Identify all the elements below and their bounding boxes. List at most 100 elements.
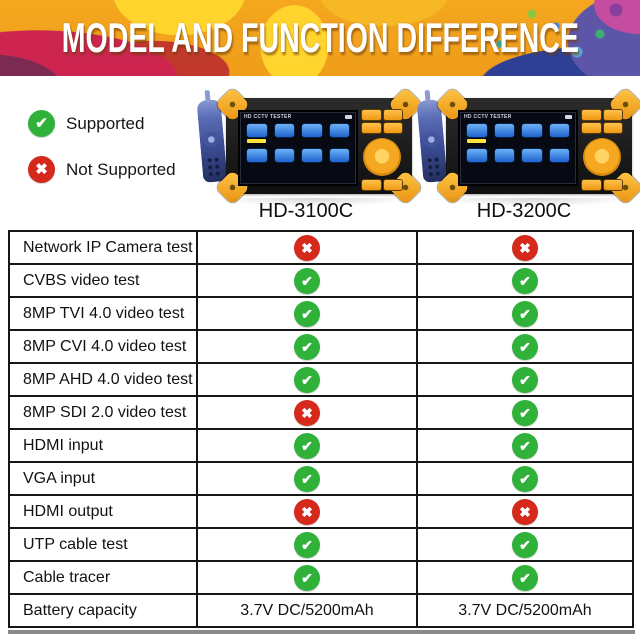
table-row: 8MP AHD 4.0 video test ✔ ✔: [8, 362, 634, 397]
status-cell: ✔: [416, 395, 634, 430]
cross-icon: ✖: [294, 498, 320, 525]
status-cell: ✔: [196, 560, 418, 595]
status-cell: ✔: [416, 263, 634, 298]
app-icon-grid: [247, 124, 349, 162]
status-cell: ✔: [196, 329, 418, 364]
table-row: Network IP Camera test ✖ ✖: [8, 230, 634, 265]
check-icon: ✔: [512, 531, 538, 558]
product-name-hd-3200c: HD-3200C: [476, 200, 572, 222]
feature-label: HDMI output: [8, 494, 198, 529]
page-title: MODEL AND FUNCTION DIFFERENCE: [61, 14, 579, 61]
key: [582, 110, 601, 120]
key: [603, 110, 622, 120]
app-icon: [247, 124, 267, 137]
status-cell: ✔: [416, 560, 634, 595]
battery-capacity-value: 3.7V DC/5200mAh: [416, 593, 634, 628]
cross-icon: ✖: [28, 156, 55, 183]
cross-icon: ✖: [512, 498, 538, 525]
app-icon: [549, 124, 569, 137]
app-icon: [274, 149, 294, 162]
table-row: CVBS video test ✔ ✔: [8, 263, 634, 298]
key: [362, 180, 381, 190]
battery-icon: [565, 115, 572, 119]
feature-label: VGA input: [8, 461, 198, 496]
key: [362, 110, 381, 120]
key: [603, 123, 622, 133]
check-icon: ✔: [512, 333, 538, 360]
app-icon: [522, 149, 542, 162]
check-icon: ✔: [512, 300, 538, 327]
status-cell: ✔: [416, 428, 634, 463]
tester-body: HD CCTV TESTER: [434, 86, 640, 206]
feature-label: 8MP SDI 2.0 video test: [8, 395, 198, 430]
app-icon: [274, 124, 294, 137]
app-icon: [494, 124, 514, 137]
app-icon: [494, 149, 514, 162]
feature-label: 8MP CVI 4.0 video test: [8, 329, 198, 364]
status-cell: ✖: [416, 494, 634, 529]
check-icon: ✔: [294, 366, 320, 393]
product-image-hd-3100c: HD CCTV TESTER: [196, 86, 424, 207]
status-cell: ✖: [196, 494, 418, 529]
check-icon: ✔: [28, 110, 55, 137]
table-row: HDMI output ✖ ✖: [8, 494, 634, 529]
feature-label: Cable tracer: [8, 560, 198, 595]
key: [603, 180, 622, 190]
app-icon: [522, 124, 542, 137]
screen-title: HD CCTV TESTER: [244, 114, 292, 120]
legend-not-supported: ✖ Not Supported: [28, 156, 176, 183]
status-cell: ✔: [416, 461, 634, 496]
app-icon: [247, 149, 267, 162]
control-dial: [583, 138, 621, 176]
table-row: HDMI input ✔ ✔: [8, 428, 634, 463]
tester-body: HD CCTV TESTER: [214, 86, 424, 206]
app-icon-grid: [467, 124, 569, 162]
feature-label: CVBS video test: [8, 263, 198, 298]
legend-not-supported-label: Not Supported: [66, 159, 176, 179]
control-dial: [363, 138, 401, 176]
check-icon: ✔: [512, 432, 538, 459]
table-row: 8MP SDI 2.0 video test ✖ ✔: [8, 395, 634, 430]
app-icon: [549, 149, 569, 162]
check-icon: ✔: [294, 300, 320, 327]
status-cell: ✔: [196, 428, 418, 463]
table-row: UTP cable test ✔ ✔: [8, 527, 634, 562]
check-icon: ✔: [294, 267, 320, 294]
key: [383, 110, 402, 120]
check-icon: ✔: [512, 366, 538, 393]
app-icon: [467, 149, 487, 162]
key: [582, 123, 601, 133]
product-name-hd-3100c: HD-3100C: [258, 200, 354, 222]
screen-title: HD CCTV TESTER: [464, 114, 512, 120]
status-cell: ✔: [416, 527, 634, 562]
check-icon: ✔: [512, 564, 538, 591]
check-icon: ✔: [294, 465, 320, 492]
app-icon: [329, 124, 349, 137]
battery-capacity-value: 3.7V DC/5200mAh: [196, 593, 418, 628]
legend-supported: ✔ Supported: [28, 110, 144, 137]
key: [362, 123, 381, 133]
feature-label: 8MP AHD 4.0 video test: [8, 362, 198, 397]
header-banner: MODEL AND FUNCTION DIFFERENCE: [0, 0, 640, 76]
table-row: Battery capacity 3.7V DC/5200mAh 3.7V DC/5…: [8, 593, 634, 628]
check-icon: ✔: [294, 432, 320, 459]
feature-label: HDMI input: [8, 428, 198, 463]
table-row: VGA input ✔ ✔: [8, 461, 634, 496]
app-highlight: [467, 139, 486, 143]
status-cell: ✔: [196, 461, 418, 496]
cross-icon: ✖: [512, 234, 538, 261]
table-shadow: [8, 630, 635, 634]
status-cell: ✖: [196, 230, 418, 265]
app-icon: [302, 124, 322, 137]
app-icon: [329, 149, 349, 162]
status-cell: ✔: [196, 362, 418, 397]
key: [383, 180, 402, 190]
product-image-hd-3200c: HD CCTV TESTER: [416, 86, 640, 207]
check-icon: ✔: [512, 399, 538, 426]
key: [582, 180, 601, 190]
table-row: 8MP CVI 4.0 video test ✔ ✔: [8, 329, 634, 364]
cross-icon: ✖: [294, 399, 320, 426]
status-cell: ✖: [196, 395, 418, 430]
bottom-keys: [362, 180, 402, 190]
status-cell: ✔: [196, 296, 418, 331]
